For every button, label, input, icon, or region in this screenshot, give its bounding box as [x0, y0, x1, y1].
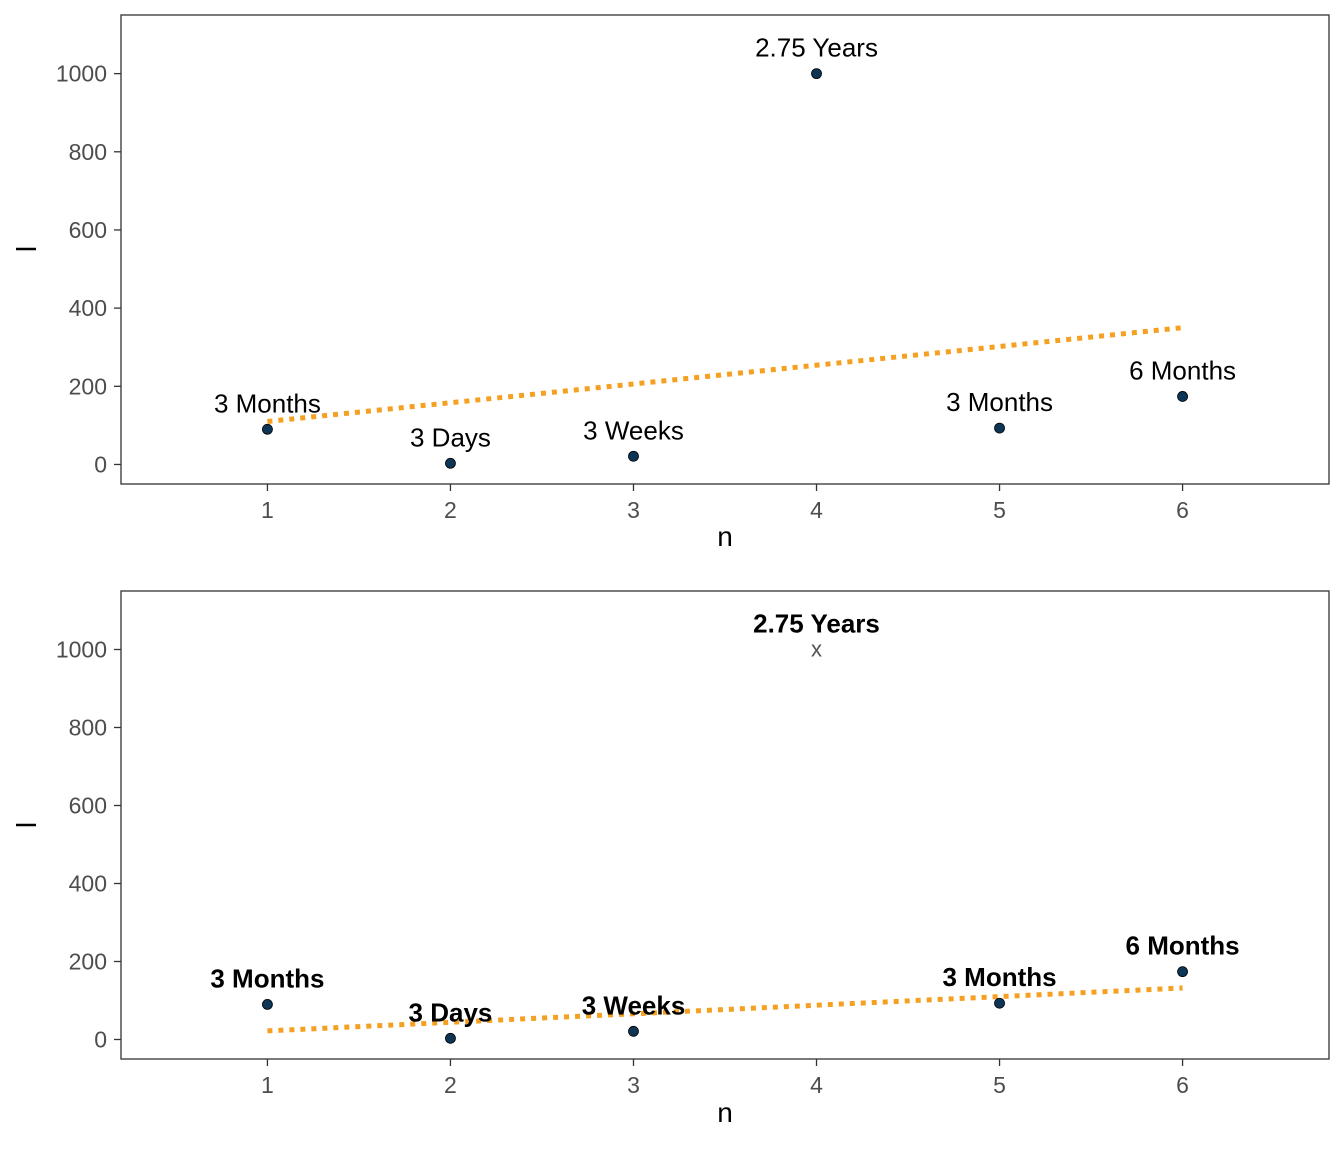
- x-tick-label: 1: [261, 1072, 274, 1098]
- data-point: [628, 450, 639, 462]
- y-axis-title: l: [11, 822, 42, 828]
- data-point: [1177, 966, 1188, 978]
- x-tick-label: 3: [627, 497, 640, 523]
- point-label: 3 Months: [214, 388, 321, 418]
- data-point: [811, 68, 822, 80]
- y-tick-label: 800: [69, 715, 107, 741]
- data-point: [628, 1025, 639, 1037]
- point-label: 2.75 Years: [753, 609, 880, 639]
- x-tick-label: 2: [444, 497, 457, 523]
- y-tick-label: 200: [69, 373, 107, 399]
- x-tick-label: 2: [444, 1072, 457, 1098]
- y-tick-label: 1000: [56, 61, 107, 87]
- y-tick-label: 800: [69, 139, 107, 165]
- x-tick-label: 6: [1176, 497, 1189, 523]
- y-tick-label: 400: [69, 871, 107, 897]
- x-tick-label: 1: [261, 497, 274, 523]
- y-tick-label: 0: [94, 451, 107, 477]
- x-tick-label: 3: [627, 1072, 640, 1098]
- point-label: 3 Days: [410, 422, 491, 452]
- y-tick-label: 200: [69, 949, 107, 975]
- chart-panel-1: 0 200 400 600 800 1000 1 2 3 4 5 6 n l 3 Months 3 Days 3…: [11, 14, 1330, 552]
- point-label: 6 Months: [1129, 355, 1236, 385]
- x-tick-label: 5: [993, 497, 1006, 523]
- point-label: 2.75 Years: [755, 33, 878, 63]
- point-label: 3 Weeks: [582, 990, 686, 1020]
- chart-panel-2: 0 200 400 600 800 1000 1 2 3 4 5 6 n l x 3 Months 3 Days…: [11, 590, 1330, 1128]
- x-tick-label: 6: [1176, 1072, 1189, 1098]
- point-label: 3 Months: [942, 962, 1056, 992]
- plot-panel-border: [120, 590, 1330, 1060]
- excluded-point-marker: x: [811, 637, 822, 662]
- data-point: [994, 997, 1005, 1009]
- x-tick-label: 4: [810, 1072, 823, 1098]
- point-label: 3 Days: [409, 997, 493, 1027]
- point-label: 3 Weeks: [583, 415, 684, 445]
- trend-line: [267, 985, 1183, 1034]
- x-axis-title: n: [717, 521, 733, 552]
- y-tick-label: 600: [69, 217, 107, 243]
- point-label: 6 Months: [1126, 931, 1240, 961]
- point-label: 3 Months: [210, 963, 324, 993]
- x-tick-label: 5: [993, 1072, 1006, 1098]
- data-point: [994, 422, 1005, 434]
- y-tick-label: 600: [69, 793, 107, 819]
- data-point: [445, 457, 456, 469]
- x-tick-label: 4: [810, 497, 823, 523]
- data-point: [1177, 391, 1188, 402]
- y-tick-label: 1000: [56, 637, 107, 663]
- plot-panel-border: [120, 14, 1330, 485]
- data-point: [445, 1032, 456, 1044]
- x-axis-title: n: [717, 1097, 733, 1128]
- y-tick-label: 400: [69, 295, 107, 321]
- data-point: [262, 423, 273, 435]
- y-tick-label: 0: [94, 1027, 107, 1053]
- y-axis-title: l: [11, 246, 42, 252]
- data-point: [262, 999, 273, 1010]
- point-label: 3 Months: [946, 387, 1053, 417]
